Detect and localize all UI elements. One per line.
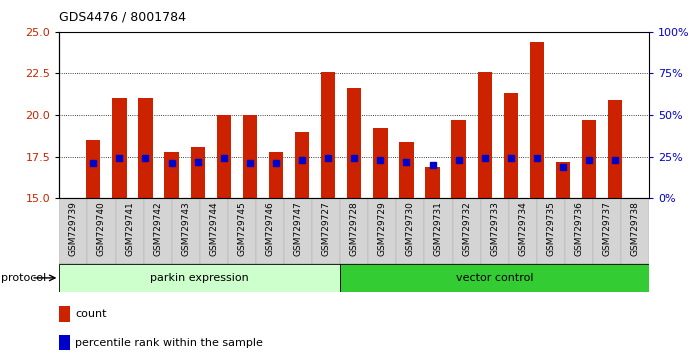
Text: GSM729730: GSM729730 [406,201,415,256]
Bar [582,120,596,198]
Bar [172,198,200,264]
Text: percentile rank within the sample: percentile rank within the sample [75,338,263,348]
Text: vector control: vector control [456,273,533,283]
Bar [138,98,153,198]
Bar [452,120,466,198]
Text: GSM729735: GSM729735 [547,201,556,256]
Bar [530,42,544,198]
Bar [191,147,205,198]
Text: GSM729732: GSM729732 [462,201,471,256]
Bar [216,115,231,198]
Bar [452,198,481,264]
Text: GSM729738: GSM729738 [630,201,639,256]
Bar [112,98,126,198]
Text: GSM729733: GSM729733 [490,201,499,256]
Bar [243,115,257,198]
Text: GSM729743: GSM729743 [181,201,191,256]
Bar [340,198,369,264]
Text: GSM729736: GSM729736 [574,201,584,256]
Bar [537,198,565,264]
Bar [509,198,537,264]
Bar [340,264,649,292]
Bar [59,264,340,292]
Bar [369,198,396,264]
Bar [621,198,649,264]
Text: protocol: protocol [1,273,47,283]
Bar [59,198,87,264]
Text: GSM729741: GSM729741 [125,201,134,256]
Text: GSM729739: GSM729739 [69,201,78,256]
Bar [228,198,256,264]
Bar [504,93,518,198]
Text: GSM729734: GSM729734 [518,201,527,256]
Bar [477,72,492,198]
Text: parkin expression: parkin expression [150,273,249,283]
Bar [87,198,115,264]
Bar [321,72,335,198]
Text: GDS4476 / 8001784: GDS4476 / 8001784 [59,11,186,24]
Text: GSM729746: GSM729746 [265,201,274,256]
Bar [565,198,593,264]
Bar [399,142,414,198]
Bar [295,132,309,198]
Bar [312,198,340,264]
Bar [608,100,623,198]
Bar [269,152,283,198]
Bar [556,162,570,198]
Text: GSM729744: GSM729744 [209,201,218,256]
Text: GSM729747: GSM729747 [294,201,302,256]
Text: GSM729731: GSM729731 [434,201,443,256]
Bar [115,198,144,264]
Bar [396,198,424,264]
Bar [481,198,509,264]
Bar [424,198,452,264]
Bar [200,198,228,264]
Text: GSM729728: GSM729728 [350,201,359,256]
Text: GSM729729: GSM729729 [378,201,387,256]
Text: count: count [75,309,107,319]
Text: GSM729742: GSM729742 [153,201,162,256]
Bar [86,140,101,198]
Bar [165,152,179,198]
Bar [425,167,440,198]
Text: GSM729737: GSM729737 [602,201,611,256]
Bar [373,129,387,198]
Bar [144,198,172,264]
Text: GSM729727: GSM729727 [322,201,331,256]
Text: GSM729740: GSM729740 [97,201,106,256]
Bar [593,198,621,264]
Bar [347,88,362,198]
Text: GSM729745: GSM729745 [237,201,246,256]
Bar [256,198,284,264]
Bar [284,198,312,264]
